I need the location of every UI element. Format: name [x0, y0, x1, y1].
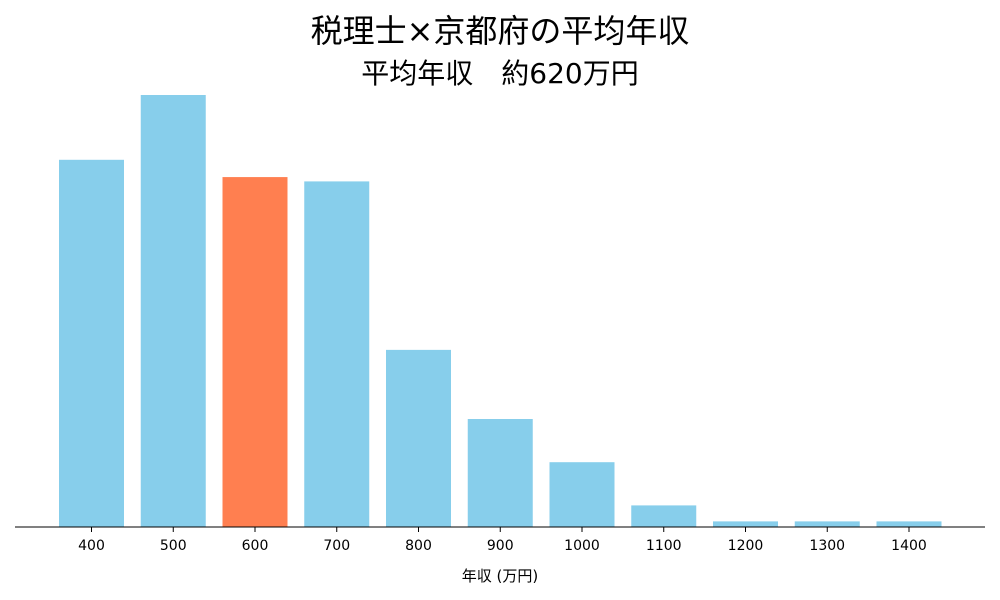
bar-1300: [794, 521, 860, 527]
x-tick-label: 1200: [728, 538, 764, 554]
bar-1100: [631, 505, 697, 527]
bar-1400: [876, 521, 942, 527]
x-tick-label: 500: [160, 538, 187, 554]
x-axis-label: 年収 (万円): [462, 567, 538, 585]
x-tick-label: 1300: [809, 538, 845, 554]
x-tick-label: 600: [242, 538, 269, 554]
chart-title: 税理士×京都府の平均年収: [311, 12, 690, 50]
bar-600: [222, 177, 288, 527]
x-tick-label: 1400: [891, 538, 927, 554]
bar-700: [304, 181, 370, 527]
x-tick-label: 400: [78, 538, 105, 554]
x-tick-label: 800: [405, 538, 432, 554]
x-tick-label: 700: [323, 538, 350, 554]
x-tick-label: 1100: [646, 538, 682, 554]
bar-400: [59, 159, 124, 528]
chart-subtitle: 平均年収 約620万円: [361, 57, 638, 90]
bar-1000: [549, 462, 615, 527]
x-tick-label: 1000: [564, 538, 600, 554]
bars-group: [59, 95, 942, 528]
x-ticks-group: 400 500 600 700 800 900 1000 1100 1200 1300 1400: [78, 527, 927, 554]
bar-1200: [713, 521, 778, 527]
bar-500: [140, 95, 206, 527]
bar-900: [467, 419, 533, 527]
bar-800: [386, 349, 451, 527]
x-tick-label: 900: [487, 538, 514, 554]
